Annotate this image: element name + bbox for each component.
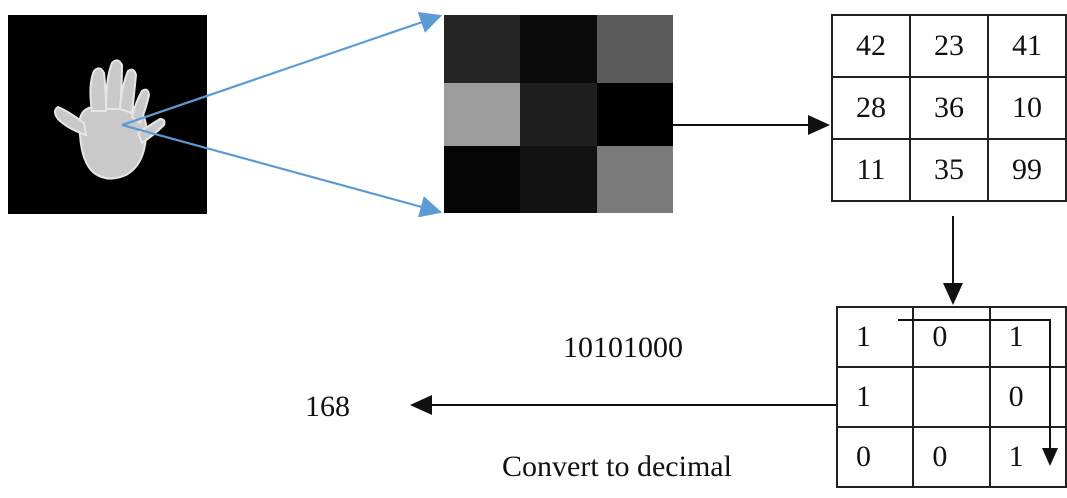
- pixel-cell: [444, 15, 520, 83]
- pixel-cell: [597, 15, 673, 83]
- pixel-cell: [597, 83, 673, 146]
- table-row: 1 0: [835, 366, 1067, 428]
- value-cell: 36: [909, 76, 989, 140]
- decimal-value-label: 168: [305, 390, 350, 423]
- hand-silhouette: [54, 59, 166, 180]
- value-cell: 35: [909, 138, 989, 202]
- binary-cell: 0: [912, 306, 991, 368]
- pixel-cell: [444, 146, 520, 213]
- value-cell: 99: [987, 138, 1067, 202]
- value-cell: 41: [987, 14, 1067, 78]
- table-row: 0 0 1: [835, 426, 1067, 488]
- binary-to-decimal-arrow-head: [410, 395, 432, 415]
- pixel-cell: [520, 15, 597, 83]
- intensity-value-table: 42 23 41 28 36 10 11 35 99: [831, 14, 1067, 202]
- value-cell: 28: [831, 76, 911, 140]
- pixel-cell: [520, 83, 597, 146]
- binary-cell: [912, 366, 991, 428]
- pixel-cell: [444, 83, 520, 146]
- pixel-cell: [520, 146, 597, 213]
- binary-cell: 1: [988, 306, 1067, 368]
- hand-image: [8, 15, 207, 214]
- table-row: 1 0 1: [835, 306, 1067, 368]
- binary-code-label: 10101000: [563, 331, 683, 364]
- value-cell: 11: [831, 138, 911, 202]
- binary-pattern-table: 1 0 1 1 0 0 0 1: [835, 306, 1067, 488]
- convert-to-decimal-label: Convert to decimal: [502, 450, 732, 483]
- binary-cell: 1: [835, 306, 915, 368]
- binary-cell: 0: [988, 366, 1067, 428]
- pixel-grid: [444, 15, 673, 213]
- value-cell: 23: [909, 14, 989, 78]
- binary-cell: 0: [912, 426, 991, 488]
- binary-cell: 1: [988, 426, 1067, 488]
- table-row: 28 36 10: [831, 76, 1067, 140]
- value-cell: 42: [831, 14, 911, 78]
- grid-to-table-arrow-head: [808, 115, 830, 135]
- pixel-cell: [597, 146, 673, 213]
- binary-cell: 0: [835, 426, 915, 488]
- table-row: 11 35 99: [831, 138, 1067, 202]
- table-row: 42 23 41: [831, 14, 1067, 78]
- table-to-binary-arrow-head: [943, 283, 963, 305]
- value-cell: 10: [987, 76, 1067, 140]
- binary-cell: 1: [835, 366, 915, 428]
